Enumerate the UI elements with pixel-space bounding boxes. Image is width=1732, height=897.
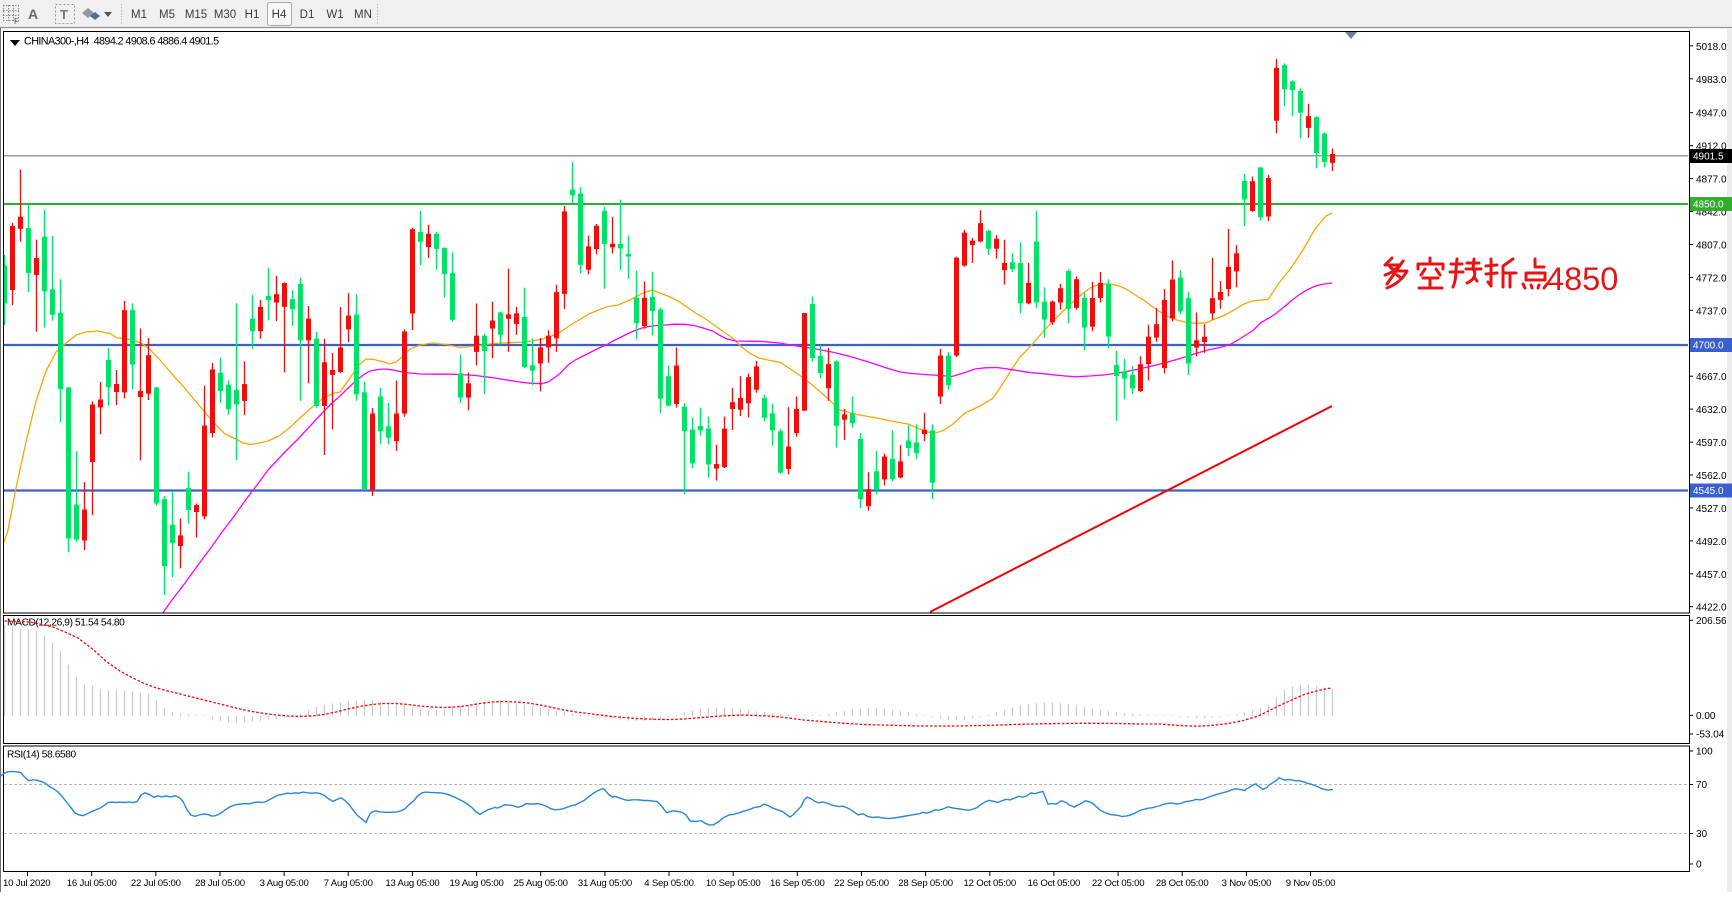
svg-text:4562.0: 4562.0 — [1696, 471, 1727, 482]
svg-text:13 Aug 05:00: 13 Aug 05:00 — [385, 878, 439, 889]
svg-text:CHINA300-,H4 4894.2 4908.6 48: CHINA300-,H4 4894.2 4908.6 4886.4 4901.5 — [24, 36, 219, 48]
svg-text:M5: M5 — [159, 9, 175, 21]
svg-text:28 Jul 05:00: 28 Jul 05:00 — [195, 878, 245, 889]
svg-text:4492.0: 4492.0 — [1696, 537, 1727, 548]
svg-text:4422.0: 4422.0 — [1696, 603, 1727, 614]
svg-text:4545.0: 4545.0 — [1693, 486, 1724, 497]
svg-text:70: 70 — [1696, 780, 1708, 791]
svg-text:0: 0 — [1696, 860, 1702, 871]
svg-text:4597.0: 4597.0 — [1696, 438, 1727, 449]
svg-text:206.56: 206.56 — [1696, 616, 1727, 627]
svg-text:M1: M1 — [131, 9, 147, 21]
svg-text:4527.0: 4527.0 — [1696, 504, 1727, 515]
svg-text:4842.0: 4842.0 — [1696, 208, 1727, 219]
svg-text:4850: 4850 — [1546, 261, 1618, 297]
svg-text:4737.0: 4737.0 — [1696, 306, 1727, 317]
svg-text:3 Nov 05:00: 3 Nov 05:00 — [1222, 878, 1272, 889]
svg-text:22 Sep 05:00: 22 Sep 05:00 — [834, 878, 889, 889]
svg-text:4850.0: 4850.0 — [1693, 200, 1724, 211]
svg-text:4 Sep 05:00: 4 Sep 05:00 — [644, 878, 694, 889]
svg-text:D1: D1 — [300, 9, 315, 21]
svg-text:4912.0: 4912.0 — [1696, 142, 1727, 153]
svg-text:16 Oct 05:00: 16 Oct 05:00 — [1028, 878, 1081, 889]
svg-text:9 Nov 05:00: 9 Nov 05:00 — [1286, 878, 1336, 889]
svg-text:3 Aug 05:00: 3 Aug 05:00 — [260, 878, 309, 889]
svg-text:4947.0: 4947.0 — [1696, 109, 1727, 120]
svg-text:H1: H1 — [245, 9, 260, 21]
svg-text:100: 100 — [1696, 747, 1713, 758]
svg-text:4667.0: 4667.0 — [1696, 372, 1727, 383]
svg-text:4457.0: 4457.0 — [1696, 570, 1727, 581]
svg-text:4901.5: 4901.5 — [1693, 152, 1724, 163]
svg-text:-53.04: -53.04 — [1696, 730, 1725, 741]
svg-text:4700.0: 4700.0 — [1693, 341, 1724, 352]
svg-text:0.00: 0.00 — [1696, 711, 1716, 722]
svg-text:4877.0: 4877.0 — [1696, 175, 1727, 186]
svg-text:M30: M30 — [214, 9, 236, 21]
svg-text:4632.0: 4632.0 — [1696, 405, 1727, 416]
svg-text:7 Aug 05:00: 7 Aug 05:00 — [324, 878, 373, 889]
svg-text:M15: M15 — [185, 9, 207, 21]
svg-text:4772.0: 4772.0 — [1696, 273, 1727, 284]
svg-text:28 Oct 05:00: 28 Oct 05:00 — [1156, 878, 1209, 889]
svg-text:W1: W1 — [326, 9, 343, 21]
svg-text:T: T — [60, 7, 68, 22]
svg-text:31 Aug 05:00: 31 Aug 05:00 — [578, 878, 632, 889]
svg-text:4983.0: 4983.0 — [1696, 75, 1727, 86]
svg-text:22 Jul 05:00: 22 Jul 05:00 — [131, 878, 181, 889]
svg-text:22 Oct 05:00: 22 Oct 05:00 — [1092, 878, 1145, 889]
svg-text:F: F — [14, 17, 19, 26]
svg-text:A: A — [28, 6, 38, 22]
svg-text:MN: MN — [354, 9, 372, 21]
svg-text:H4: H4 — [272, 9, 287, 21]
svg-text:12 Oct 05:00: 12 Oct 05:00 — [964, 878, 1017, 889]
svg-text:25 Aug 05:00: 25 Aug 05:00 — [514, 878, 568, 889]
svg-text:RSI(14) 58.6580: RSI(14) 58.6580 — [7, 750, 76, 761]
svg-text:10 Sep 05:00: 10 Sep 05:00 — [706, 878, 761, 889]
svg-text:30: 30 — [1696, 829, 1708, 840]
svg-text:28 Sep 05:00: 28 Sep 05:00 — [898, 878, 953, 889]
svg-text:5018.0: 5018.0 — [1696, 42, 1727, 53]
svg-text:16 Jul 05:00: 16 Jul 05:00 — [67, 878, 117, 889]
svg-text:19 Aug 05:00: 19 Aug 05:00 — [450, 878, 504, 889]
svg-text:MACD(12,26,9) 51.54 54.80: MACD(12,26,9) 51.54 54.80 — [7, 618, 125, 629]
svg-text:10 Jul 2020: 10 Jul 2020 — [3, 878, 50, 889]
svg-text:4807.0: 4807.0 — [1696, 241, 1727, 252]
svg-text:16 Sep 05:00: 16 Sep 05:00 — [770, 878, 825, 889]
